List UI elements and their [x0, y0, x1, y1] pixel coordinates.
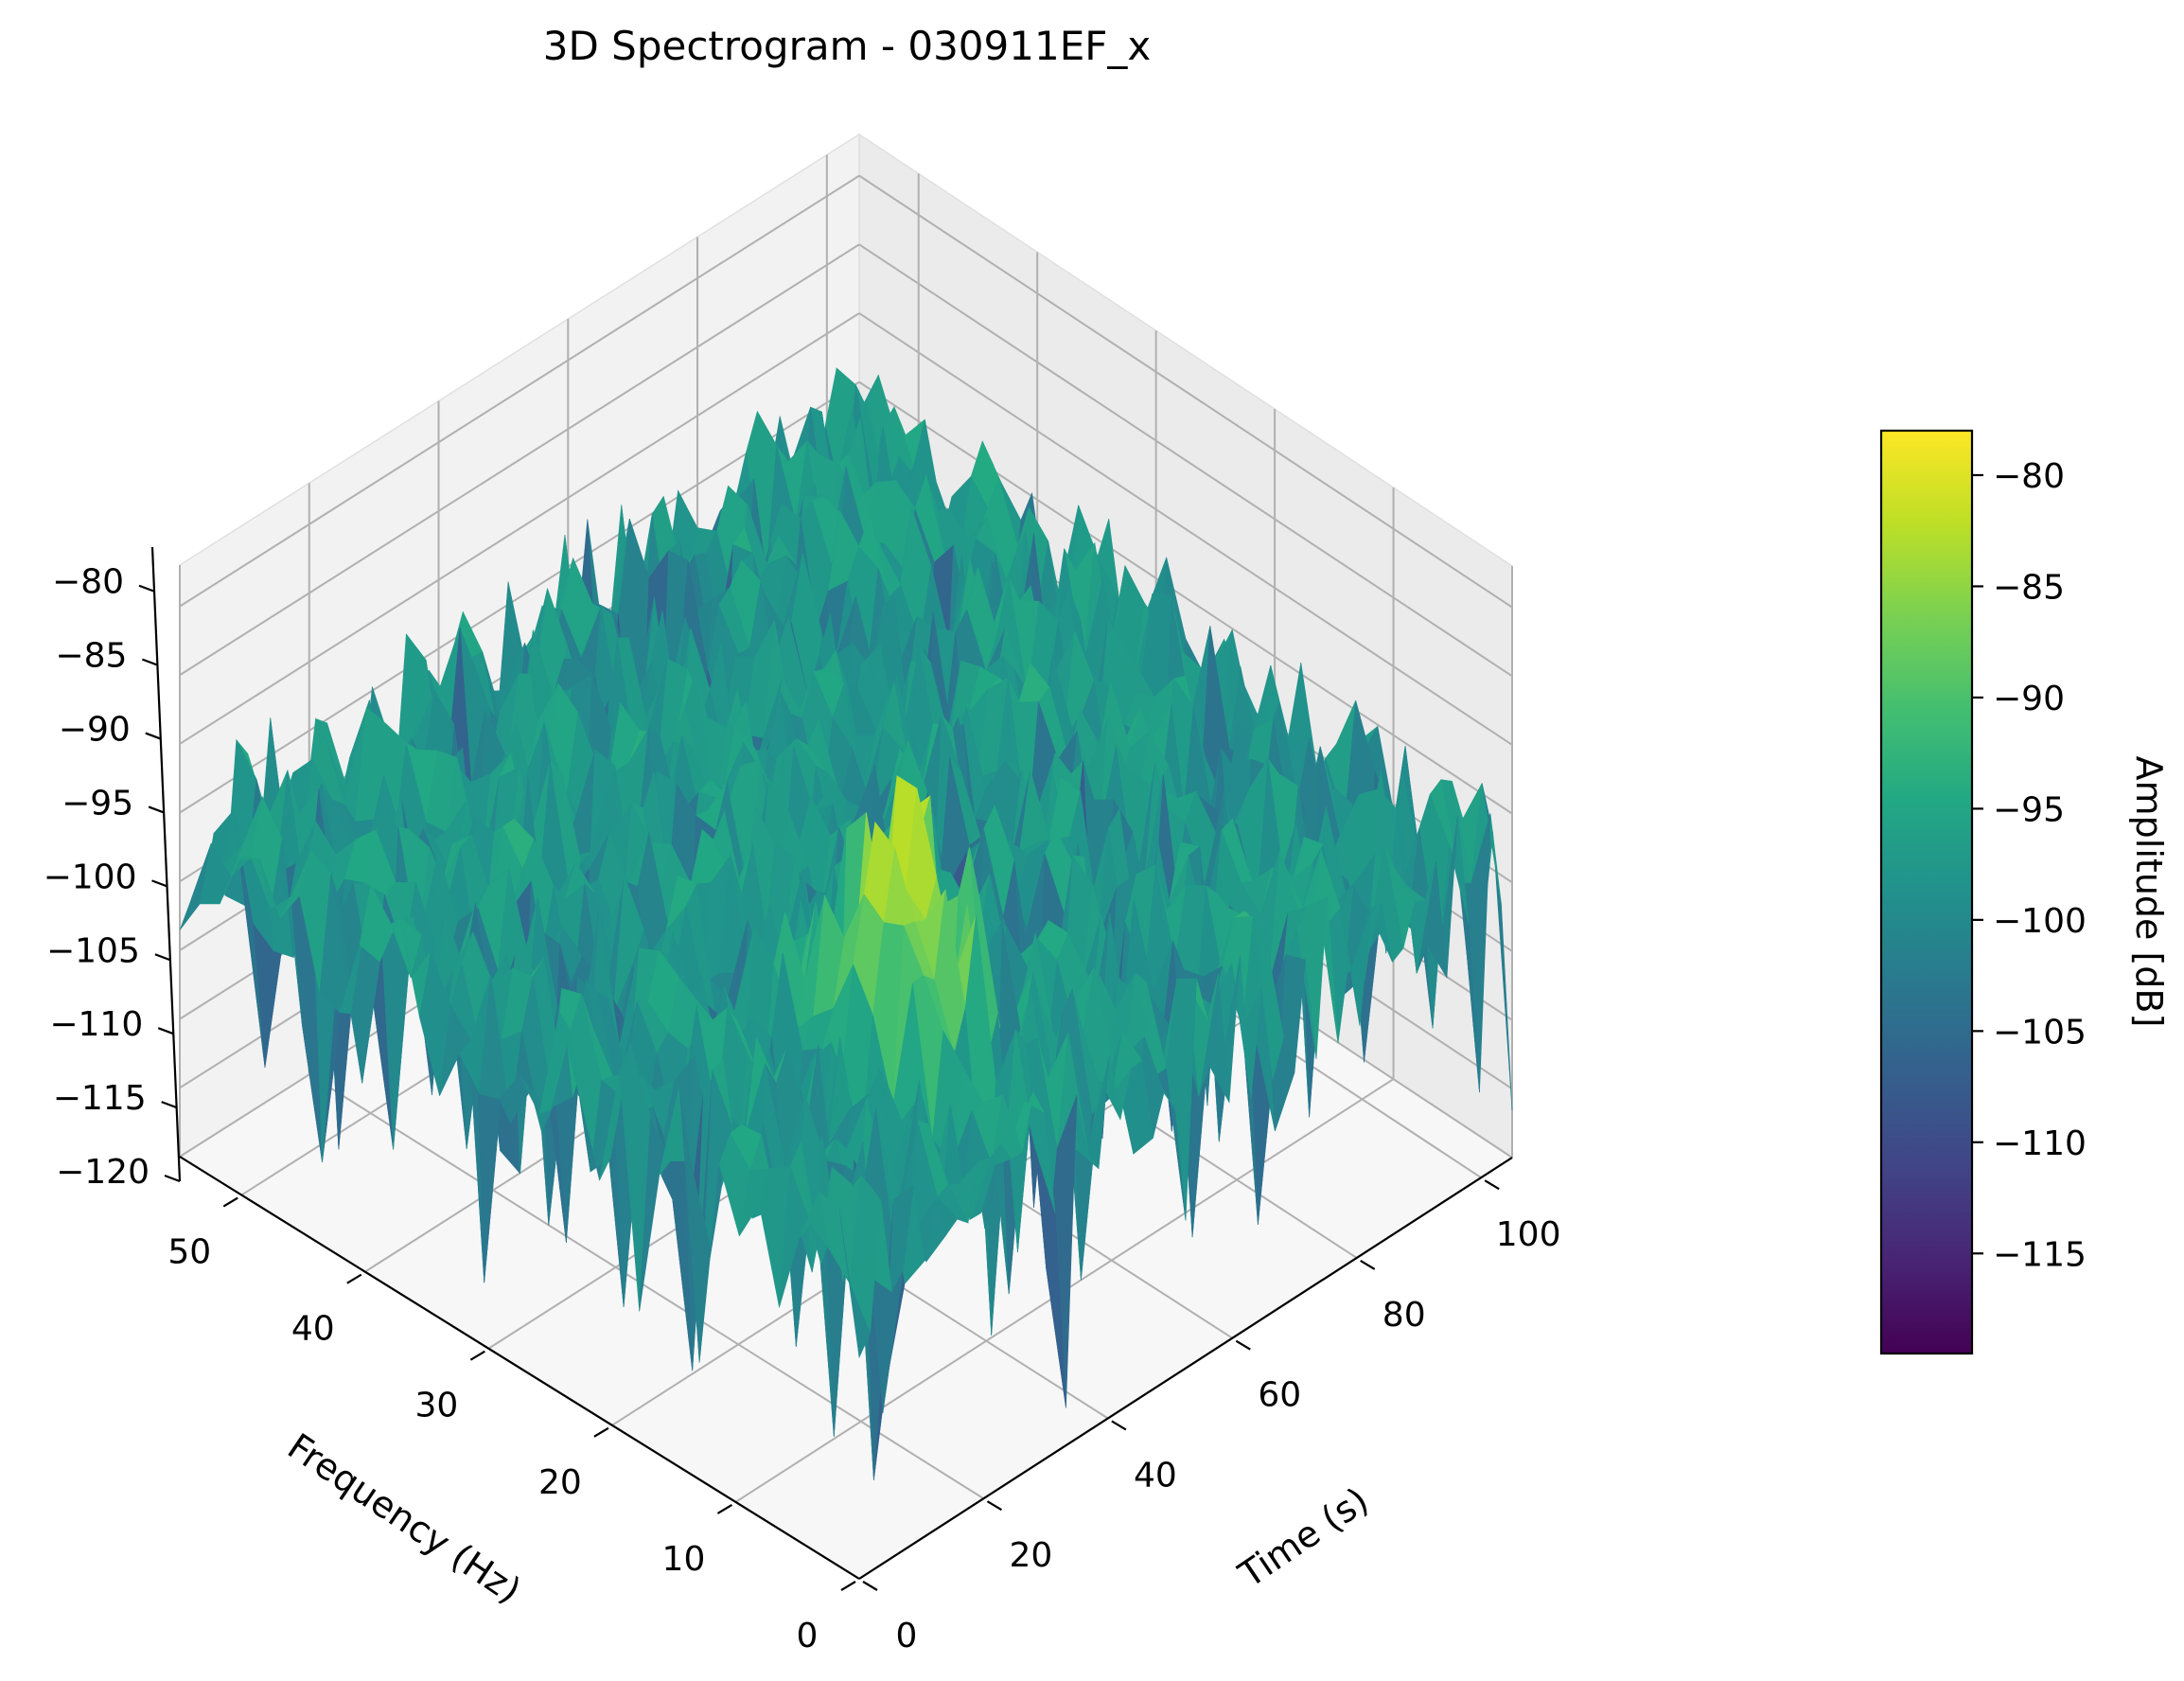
gridline — [179, 243, 860, 677]
chart-title: 3D Spectrogram - 030911EF_x — [543, 23, 1152, 69]
amplitude-tick-mark — [164, 1174, 181, 1183]
time-tick-label: 100 — [1496, 1215, 1561, 1254]
colorbar-tick-label: −100 — [1993, 902, 2087, 941]
colorbar-tick-label: −105 — [1993, 1013, 2087, 1052]
amplitude-tick-label: −115 — [53, 1079, 147, 1118]
gridline — [858, 380, 1513, 815]
frequency-tick-mark — [840, 1581, 856, 1591]
time-tick-mark — [1484, 1179, 1500, 1191]
amplitude-tick-mark — [138, 584, 155, 593]
gridline — [179, 174, 860, 608]
time-tick-mark — [1235, 1339, 1251, 1351]
frequency-tick-label: 50 — [167, 1233, 211, 1272]
amplitude-tick-mark — [148, 805, 165, 814]
time-tick-label: 80 — [1383, 1296, 1426, 1335]
frequency-axis-line — [179, 1156, 860, 1580]
frequency-tick-mark — [716, 1503, 733, 1514]
amplitude-tick-label: −105 — [46, 931, 140, 970]
colorbar-tick-label: −115 — [1993, 1235, 2087, 1274]
time-tick-label: 40 — [1134, 1456, 1177, 1495]
amplitude-tick-label: −110 — [49, 1005, 143, 1044]
frequency-tick-mark — [469, 1350, 485, 1361]
amplitude-tick-mark — [151, 879, 167, 888]
colorbar-tick-label: −80 — [1993, 457, 2065, 496]
amplitude-tick-label: −90 — [59, 711, 131, 750]
colorbar-tick-label: −95 — [1993, 790, 2065, 829]
amplitude-axis-line — [150, 546, 182, 1182]
amplitude-tick-mark — [154, 953, 171, 962]
amplitude-tick-label: −100 — [44, 858, 137, 896]
amplitude-tick-label: −80 — [52, 563, 124, 602]
gridline — [858, 312, 1513, 746]
time-tick-label: 0 — [896, 1617, 918, 1655]
frequency-tick-label: 0 — [797, 1617, 819, 1655]
spectrogram-surface — [179, 367, 1513, 1480]
amplitude-tick-label: −95 — [62, 784, 133, 823]
frequency-tick-mark — [222, 1196, 238, 1208]
colorbar-ticks: −115 −110 −105 −100 −95 −90 −85 −80 — [1972, 457, 2087, 1274]
amplitude-tick-mark — [157, 1027, 174, 1035]
amplitude-tick-mark — [145, 732, 162, 740]
axes-lines — [138, 546, 1513, 1591]
amplitude-tick-label: −120 — [56, 1153, 150, 1192]
gridline — [858, 243, 1513, 678]
amplitude-tick-mark — [161, 1101, 178, 1109]
tick-labels: 0 20 40 60 80 100 0 10 20 30 40 50 −120 −115 −110 −105 −… — [44, 563, 1561, 1655]
time-tick-mark — [1360, 1260, 1376, 1270]
frequency-tick-label: 10 — [662, 1540, 706, 1579]
time-tick-label: 20 — [1010, 1536, 1053, 1575]
frequency-tick-mark — [593, 1426, 609, 1438]
time-tick-mark — [862, 1581, 878, 1591]
colorbar-gradient — [1881, 431, 1972, 1354]
frequency-tick-label: 30 — [414, 1387, 458, 1425]
amplitude-tick-label: −85 — [55, 637, 127, 676]
amplitude-tick-mark — [142, 658, 158, 666]
time-tick-label: 60 — [1258, 1376, 1301, 1415]
frequency-tick-label: 40 — [291, 1310, 335, 1349]
frequency-tick-mark — [346, 1273, 362, 1284]
time-axis-line — [858, 1157, 1513, 1580]
colorbar-label: Amplitude [dB] — [2128, 756, 2170, 1028]
colorbar-frame — [1879, 429, 1974, 1355]
colorbar-tick-label: −110 — [1993, 1124, 2087, 1163]
gridline — [179, 312, 860, 745]
colorbar: −115 −110 −105 −100 −95 −90 −85 −80 Amplitude [… — [1879, 429, 2170, 1355]
frequency-tick-label: 20 — [538, 1463, 582, 1502]
y-axis-label: Frequency (Hz) — [280, 1425, 528, 1612]
plot-area: 0 20 40 60 80 100 0 10 20 30 40 50 −120 −115 −110 −105 −… — [44, 133, 1561, 1655]
gridline — [858, 174, 1513, 609]
colorbar-tick-label: −90 — [1993, 680, 2065, 718]
time-tick-mark — [1111, 1420, 1127, 1431]
x-axis-label: Time (s) — [1231, 1479, 1377, 1596]
time-tick-mark — [986, 1500, 1002, 1512]
surface-facet — [838, 1209, 871, 1359]
colorbar-tick-label: −85 — [1993, 568, 2065, 607]
